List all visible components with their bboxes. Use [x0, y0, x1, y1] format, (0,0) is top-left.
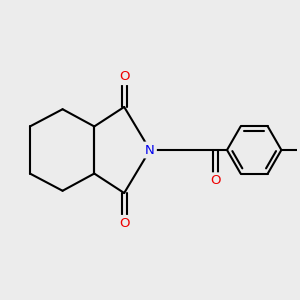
- Text: O: O: [210, 174, 221, 187]
- Text: O: O: [119, 70, 129, 83]
- Text: N: N: [145, 143, 155, 157]
- Text: O: O: [119, 217, 129, 230]
